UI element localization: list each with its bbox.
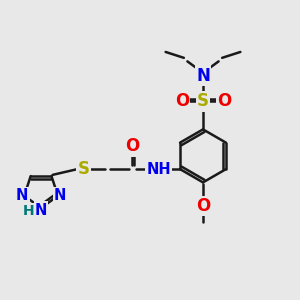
Text: O: O xyxy=(196,197,210,215)
Text: O: O xyxy=(175,92,189,110)
Text: N: N xyxy=(54,188,66,203)
Text: S: S xyxy=(78,160,90,178)
Text: H: H xyxy=(23,204,34,218)
Text: N: N xyxy=(196,67,210,85)
Text: O: O xyxy=(217,92,231,110)
Text: S: S xyxy=(197,92,209,110)
Text: O: O xyxy=(125,137,140,155)
Text: N: N xyxy=(35,202,47,217)
Text: NH: NH xyxy=(146,162,171,177)
Text: N: N xyxy=(16,188,28,203)
